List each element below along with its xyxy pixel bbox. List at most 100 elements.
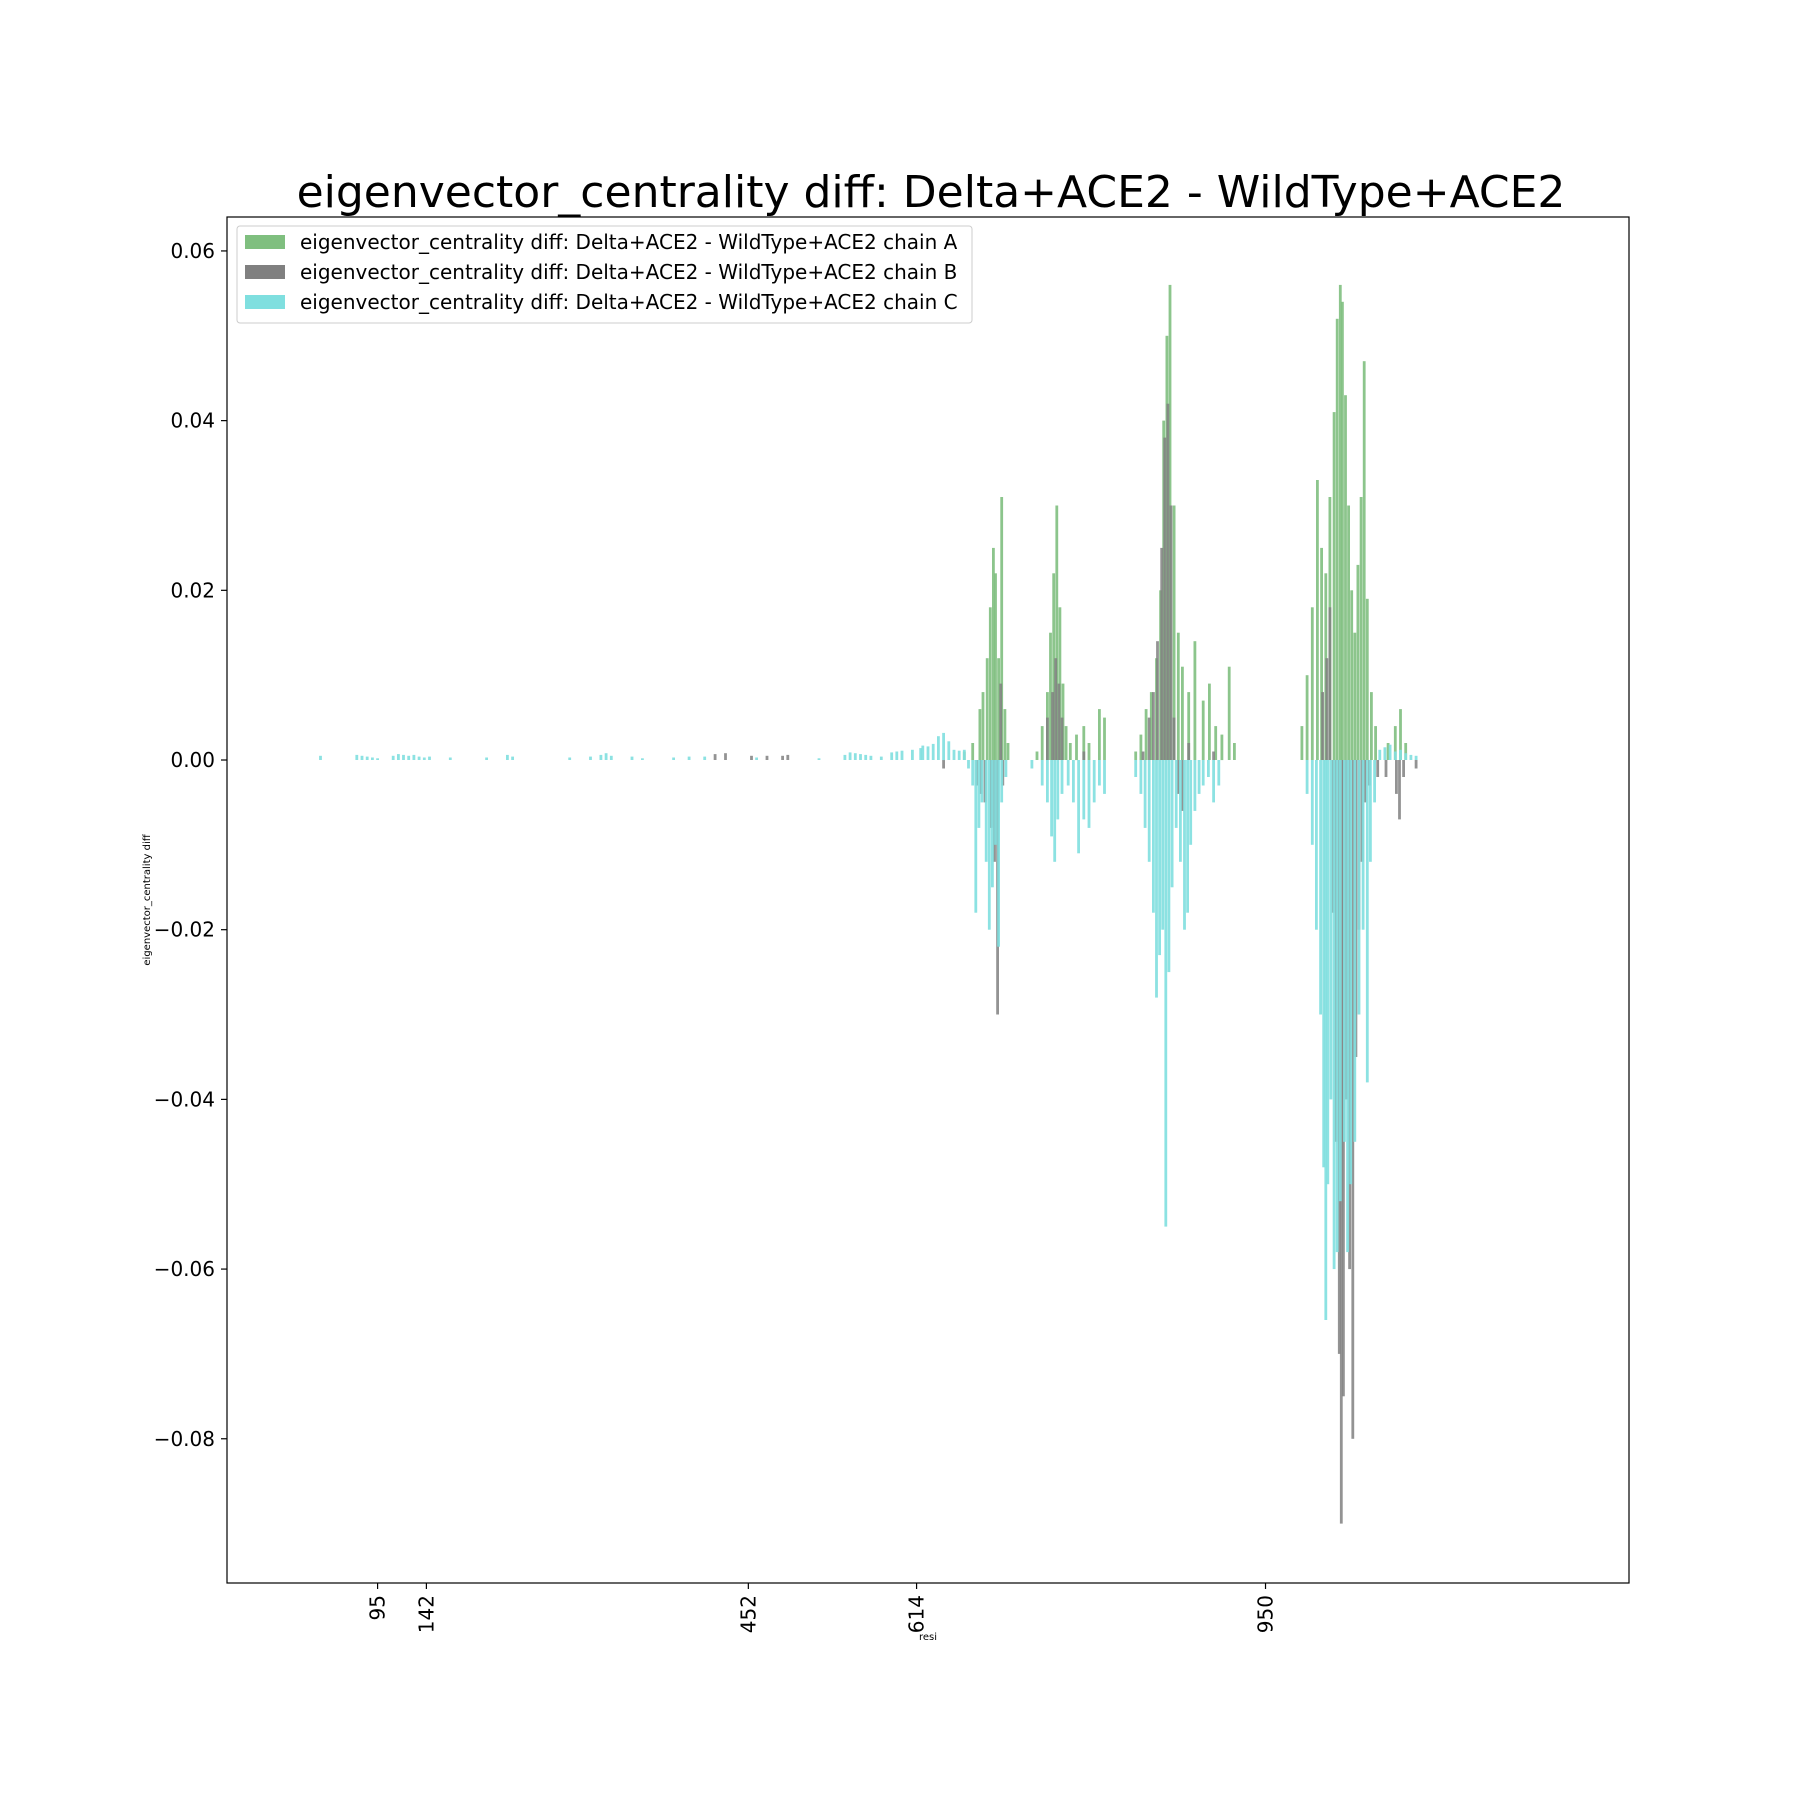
bar (1347, 505, 1350, 760)
bar (1353, 632, 1357, 760)
bar (1341, 301, 1344, 760)
bar (1152, 692, 1155, 760)
bar (1357, 760, 1361, 1015)
y-tick-label: −0.02 (154, 918, 215, 942)
bar (1087, 743, 1091, 760)
bar (978, 709, 982, 760)
bar (1395, 760, 1398, 794)
x-tick-label: 452 (736, 1595, 760, 1633)
bar (1052, 573, 1056, 760)
bar (1144, 709, 1148, 760)
bar (1338, 760, 1342, 1202)
bar (1134, 751, 1138, 760)
bar (1156, 641, 1159, 760)
bar (750, 755, 753, 760)
bar (890, 752, 894, 760)
bar (1310, 607, 1314, 760)
bar (1172, 717, 1176, 760)
bar (1139, 760, 1143, 794)
bar (992, 547, 995, 760)
bar (1350, 590, 1354, 760)
legend-label-chain-a: eigenvector_centrality diff: Delta+ACE2 … (300, 230, 958, 254)
bar (1414, 755, 1418, 760)
x-tick-label: 142 (414, 1595, 438, 1633)
bar (1056, 760, 1060, 820)
y-tick-label: 0.00 (170, 748, 215, 772)
bar (1349, 760, 1353, 1185)
bar (1174, 760, 1178, 828)
bar (1006, 743, 1010, 760)
legend-swatch-chain-b (245, 265, 285, 279)
bar (1066, 760, 1070, 786)
y-tick-label: −0.04 (154, 1087, 215, 1111)
bar (1051, 692, 1054, 760)
bar (1321, 692, 1324, 760)
bar (641, 758, 644, 760)
bar (365, 756, 369, 760)
bar (1201, 760, 1205, 786)
bar (997, 760, 1000, 947)
bar (1346, 760, 1349, 1253)
bar (1329, 760, 1333, 1100)
legend-frame (236, 225, 973, 324)
bar (1057, 683, 1061, 760)
bar (1158, 760, 1161, 956)
bar (980, 760, 984, 803)
bar (1030, 760, 1034, 769)
bar (355, 754, 359, 760)
bar (1300, 726, 1304, 760)
bar (1359, 497, 1363, 760)
bar (1082, 760, 1086, 820)
y-tick-label: 0.06 (170, 239, 215, 263)
bar (1050, 760, 1053, 837)
bar (1207, 760, 1210, 777)
bar (1060, 717, 1064, 760)
bar (942, 760, 945, 769)
bar (1362, 361, 1366, 760)
bar (984, 760, 988, 862)
bar (1000, 497, 1004, 760)
bar (786, 754, 790, 760)
bar (1189, 760, 1193, 845)
bar (1163, 437, 1167, 760)
bar (755, 757, 758, 760)
bar (1004, 760, 1008, 777)
y-tick-label: −0.06 (154, 1257, 215, 1281)
bar (1208, 683, 1211, 760)
bar (448, 757, 452, 760)
bar (1183, 760, 1186, 930)
bar (1187, 743, 1191, 760)
bar (1344, 395, 1347, 760)
bar (1305, 760, 1309, 794)
bar (1332, 760, 1336, 1270)
bar (952, 749, 956, 760)
bar (1326, 760, 1330, 1185)
bar (1319, 760, 1322, 1015)
bar (942, 732, 945, 761)
bar (937, 736, 940, 760)
bar (1399, 709, 1402, 760)
bar (1212, 751, 1215, 760)
x-axis: 95 142 452 614 950 (366, 1583, 1278, 1633)
bar (713, 754, 717, 760)
bar (1363, 760, 1367, 803)
x-tick-label: 614 (905, 1595, 929, 1633)
bar (999, 683, 1003, 760)
bar (994, 573, 997, 760)
bar (1383, 747, 1387, 760)
bar (1384, 760, 1388, 777)
bar (1338, 284, 1342, 760)
bar (895, 751, 899, 760)
bar (1147, 717, 1151, 760)
bar (1054, 658, 1058, 760)
bar (977, 760, 981, 828)
bar (919, 748, 923, 760)
bar (1365, 760, 1369, 1083)
bar (1193, 641, 1197, 760)
bar (1172, 505, 1176, 760)
bar (1166, 403, 1170, 760)
bar (1082, 751, 1086, 760)
plot-area (319, 284, 1418, 1524)
bar (672, 757, 675, 760)
bar (843, 754, 847, 760)
